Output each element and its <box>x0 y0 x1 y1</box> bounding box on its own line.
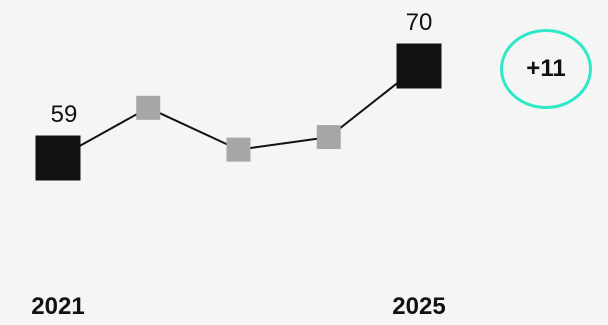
x-tick-label-start: 2021 <box>31 293 84 320</box>
end-value-label: 70 <box>406 9 433 36</box>
endpoint-marker <box>35 135 81 181</box>
x-tick-label-end: 2025 <box>392 293 445 320</box>
change-badge: +11 <box>500 29 592 109</box>
data-point-marker <box>136 95 161 120</box>
start-value-label: 59 <box>51 101 78 128</box>
data-point-marker <box>226 137 251 162</box>
markers-group <box>35 43 442 181</box>
series-line-segment <box>147 106 239 151</box>
endpoint-marker <box>396 43 442 89</box>
series-line-segment <box>238 136 329 151</box>
data-point-marker <box>316 125 341 150</box>
